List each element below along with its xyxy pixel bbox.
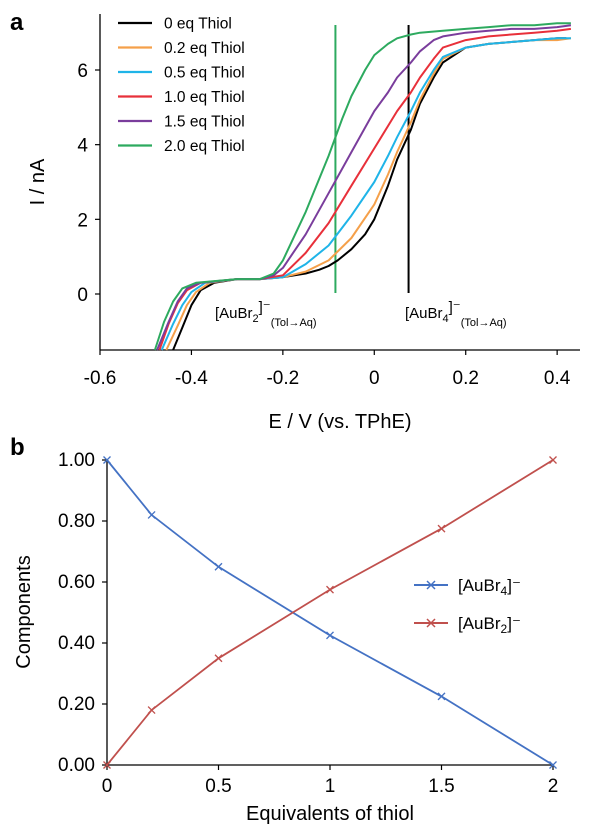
x-tick-label: 2 [548, 776, 559, 797]
data-point-marker [147, 510, 156, 519]
panel-b-x-ticks: 0 0.5 1 1.5 2 [102, 765, 559, 797]
panel-a-y-ticks: 0 2 4 6 [77, 61, 100, 306]
x-tick-label: 1 [325, 776, 336, 797]
panel-a-x-ticks: -0.6 -0.4 -0.2 0 0.2 0.4 [84, 350, 571, 389]
legend-marker-0 [426, 580, 436, 590]
legend-label-3: 1.0 eq Thiol [164, 89, 245, 106]
series-line-1 [165, 37, 572, 351]
panel-b-legend: [AuBr4]⁻ [AuBr2]⁻ [414, 576, 521, 636]
y-tick-label: 6 [77, 61, 88, 82]
y-tick-label: 0.60 [58, 572, 95, 593]
series-line-0 [172, 37, 567, 351]
data-point-marker [326, 585, 334, 594]
legend-label-4: 1.5 eq Thiol [164, 114, 245, 131]
series-line-0 [106, 459, 554, 766]
data-point-marker [214, 562, 223, 571]
annotation-aubr2: [AuBr2]⁻(Tol→Aq) [215, 299, 317, 329]
legend-label-2: 0.5 eq Thiol [164, 65, 245, 82]
y-tick-label: 0.00 [58, 755, 95, 776]
panel-a-x-axis-label: E / V (vs. TPhE) [269, 411, 412, 433]
legend-label-1: [AuBr2]⁻ [458, 614, 521, 636]
legend-label-0: [AuBr4]⁻ [458, 576, 521, 598]
legend-marker-1 [426, 618, 436, 628]
y-tick-label: 0 [77, 285, 88, 306]
data-point-marker [549, 761, 557, 769]
x-tick-label: -0.6 [84, 368, 117, 389]
data-point-marker [549, 456, 557, 464]
panel-a-label: a [10, 9, 24, 36]
y-tick-label: 2 [77, 210, 88, 231]
legend-label-5: 2.0 eq Thiol [164, 138, 245, 155]
x-tick-label: -0.4 [175, 368, 208, 389]
legend-label-0: 0 eq Thiol [164, 16, 232, 33]
data-point-marker [147, 706, 156, 715]
panel-a-legend: 0 eq Thiol 0.2 eq Thiol 0.5 eq Thiol 1.0 eq… [118, 16, 245, 155]
x-tick-label: 0 [102, 776, 113, 797]
panel-b-series [103, 456, 557, 769]
data-point-marker [437, 692, 446, 701]
panel-b-y-ticks: 0.00 0.20 0.40 0.60 0.80 1.00 [58, 450, 107, 776]
panel-a-series [153, 22, 572, 351]
y-tick-label: 0.80 [58, 511, 95, 532]
x-tick-label: -0.2 [266, 368, 299, 389]
panel-b-x-axis-label: Equivalents of thiol [246, 803, 414, 825]
y-tick-label: 4 [77, 136, 88, 157]
panel-b-y-axis-label: Components [13, 555, 35, 668]
x-tick-label: 0.2 [453, 368, 479, 389]
y-tick-label: 0.20 [58, 694, 95, 715]
panel-b-label: b [10, 434, 25, 461]
x-tick-label: 0.4 [544, 368, 571, 389]
x-tick-label: 0.5 [205, 776, 231, 797]
data-point-marker [437, 524, 446, 533]
y-tick-label: 0.40 [58, 633, 95, 654]
legend-label-1: 0.2 eq Thiol [164, 40, 245, 57]
panel-a-chart: a -0.6 -0.4 -0.2 0 0.2 0.4 0 2 4 6 E / V (vs. TP… [10, 9, 580, 433]
series-line-1 [106, 459, 554, 766]
x-tick-label: 0 [369, 368, 380, 389]
series-line-2 [160, 37, 571, 351]
data-point-marker [103, 456, 111, 464]
data-point-marker [326, 631, 334, 640]
annotation-aubr4: [AuBr4]⁻(Tol→Aq) [405, 299, 507, 329]
panel-a-y-axis-label: I / nA [27, 158, 49, 205]
x-tick-label: 1.5 [428, 776, 454, 797]
series-line-5 [153, 22, 571, 351]
y-tick-label: 1.00 [58, 450, 95, 471]
data-point-marker [103, 761, 111, 769]
data-point-marker [214, 654, 223, 663]
panel-b-chart: b 0 0.5 1 1.5 2 0.00 0.20 0.40 0.60 0.80 1.00 Equ… [10, 434, 558, 825]
panel-a-reference-lines [334, 25, 410, 293]
